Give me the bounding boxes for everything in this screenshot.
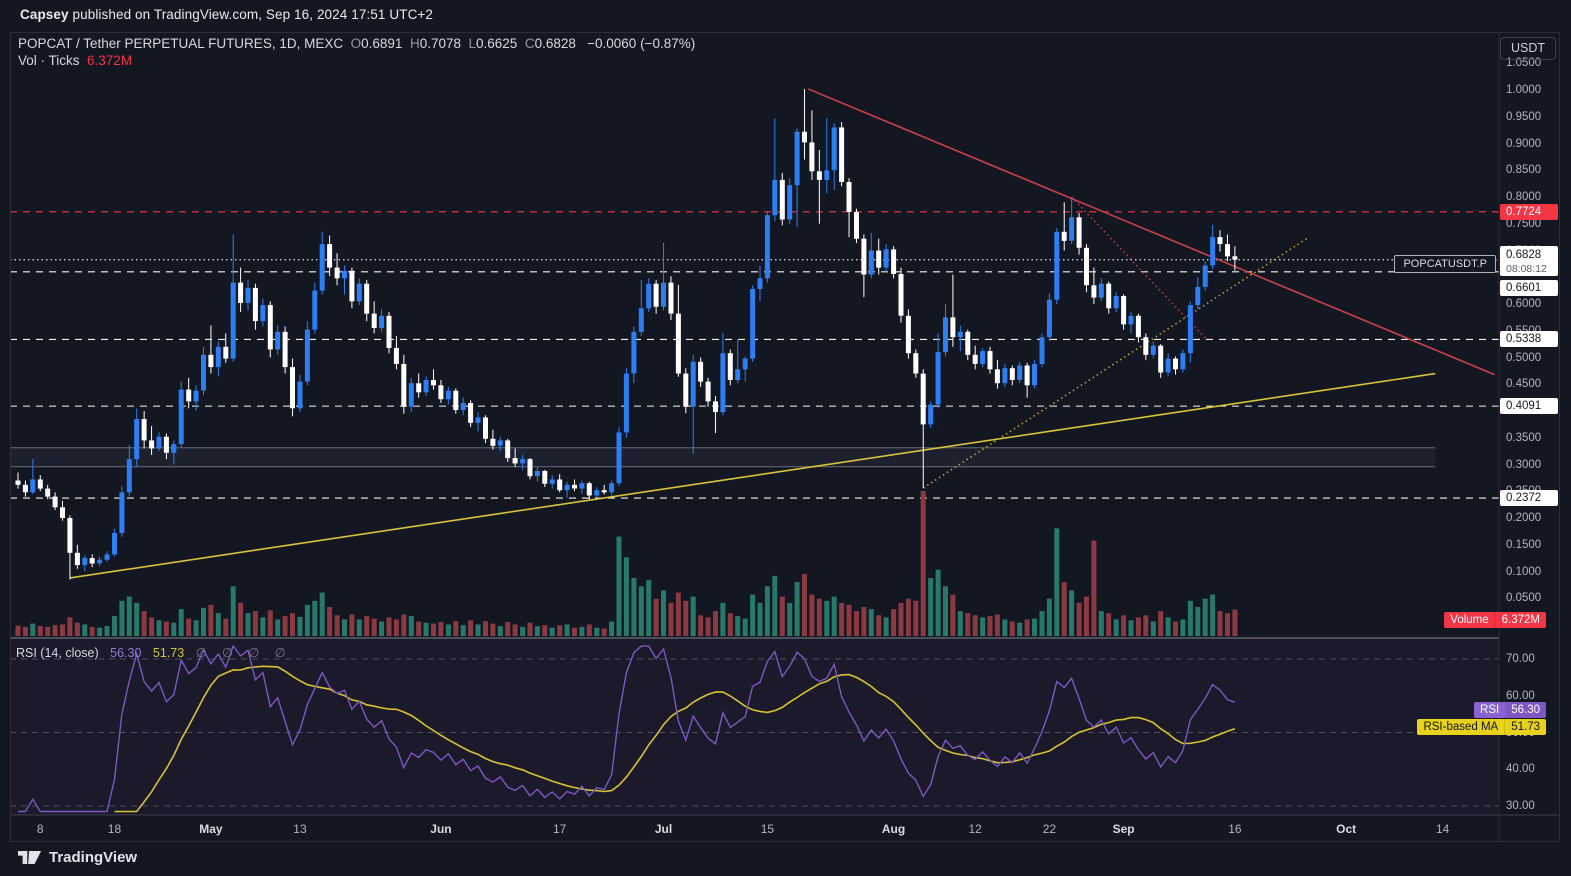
price-tick: 0.4500 (1506, 378, 1542, 391)
rsi-tick: 40.00 (1506, 763, 1535, 776)
rsi-tick: 30.00 (1506, 800, 1535, 812)
price-label-0.6601: 0.6601 (1500, 280, 1558, 296)
price-tick: 0.9000 (1506, 137, 1542, 150)
price-tick: 0.0500 (1506, 592, 1542, 605)
price-tick: 1.0000 (1506, 84, 1542, 96)
rsi-ma-line-label: RSI-based MA 51.73 (1417, 719, 1546, 735)
high-value: 0.7078 (419, 36, 461, 51)
price-tick: 0.6000 (1506, 298, 1542, 310)
price-tick: 1.0500 (1506, 57, 1542, 70)
low-label: L (468, 36, 477, 51)
price-tick: 0.5000 (1506, 351, 1542, 364)
time-tick-jun: Jun (430, 822, 452, 836)
time-tick-may: May (199, 822, 223, 836)
price-label-0.4091: 0.4091 (1500, 398, 1558, 414)
close-value: 0.6828 (534, 36, 576, 51)
rsi-tick: 70.00 (1506, 653, 1535, 665)
change-value: −0.0060 (−0.87%) (587, 36, 696, 51)
rsi-line-label: RSI 56.30 (1474, 702, 1546, 718)
price-tick: 0.9500 (1506, 110, 1542, 123)
rsi-ma-pill-value: 51.73 (1504, 719, 1546, 735)
price-label-0.7724: 0.7724 (1500, 204, 1558, 220)
rsi-ma-value: 51.73 (152, 646, 185, 660)
time-tick-22: 22 (1042, 822, 1057, 836)
time-tick-8: 8 (36, 822, 44, 836)
vol-value: 6.372M (87, 53, 133, 68)
price-tick: 0.7500 (1506, 217, 1542, 230)
open-label: O (350, 36, 362, 51)
tradingview-logo-icon (18, 848, 42, 867)
price-tick: 0.8000 (1506, 191, 1542, 203)
time-tick-oct: Oct (1336, 822, 1357, 836)
time-tick-14: 14 (1435, 822, 1450, 836)
attribution-text: published on TradingView.com, Sep 16, 20… (68, 7, 434, 22)
symbol-price-line-label: POPCATUSDT.P (1394, 255, 1496, 273)
close-label: C (524, 36, 535, 51)
time-tick-sep: Sep (1112, 822, 1135, 836)
current-price-label: 0.6828 08:08:12 (1500, 246, 1558, 276)
price-tick: 0.1500 (1506, 538, 1542, 551)
time-tick-12: 12 (968, 822, 982, 836)
open-value: 0.6891 (361, 36, 403, 51)
tradingview-brand-link[interactable]: TradingView (18, 848, 137, 867)
price-tick: 0.3500 (1506, 431, 1542, 444)
rsi-indicator-header: RSI (14, close) 56.30 51.73 ∅ ∅ ∅ ∅ (16, 645, 292, 660)
rsi-pill-name: RSI (1474, 702, 1506, 718)
symbol-header: POPCAT / Tether PERPETUAL FUTURES, 1D, M… (18, 36, 695, 51)
time-tick-15: 15 (760, 822, 775, 836)
price-tick: 0.8500 (1506, 164, 1542, 177)
high-label: H (409, 36, 420, 51)
volume-pill-value: 6.372M (1494, 612, 1546, 628)
low-value: 0.6625 (476, 36, 518, 51)
time-tick-17: 17 (552, 822, 567, 836)
rsi-null-values: ∅ ∅ ∅ ∅ (195, 646, 292, 660)
time-tick-16: 16 (1228, 822, 1242, 836)
rsi-ma-pill-name: RSI-based MA (1417, 719, 1505, 735)
attribution-bar: Capsey published on TradingView.com, Sep… (20, 7, 433, 22)
price-tick: 0.3000 (1506, 458, 1542, 471)
current-price-value: 0.6828 (1506, 249, 1542, 261)
price-label-0.2372: 0.2372 (1500, 490, 1558, 506)
volume-pill-name: Volume (1444, 612, 1495, 628)
author-name: Capsey (20, 7, 69, 22)
time-tick-jul: Jul (654, 822, 673, 836)
time-tick-18: 18 (107, 822, 122, 836)
vol-ticks-label: Vol · Ticks (18, 53, 80, 68)
rsi-tick: 60.00 (1506, 689, 1535, 702)
price-tick: 0.2000 (1506, 512, 1542, 524)
rsi-title[interactable]: RSI (14, close) (16, 646, 99, 660)
time-tick-aug: Aug (881, 822, 906, 836)
price-tick: 0.1000 (1506, 565, 1542, 578)
volume-header: Vol · Ticks 6.372M (18, 53, 132, 68)
rsi-value: 56.30 (110, 646, 142, 660)
bar-countdown: 08:08:12 (1506, 263, 1547, 275)
price-label-0.5338: 0.5338 (1500, 331, 1558, 347)
volume-value-label: Volume 6.372M (1444, 612, 1546, 628)
time-tick-13: 13 (293, 822, 307, 836)
symbol-title[interactable]: POPCAT / Tether PERPETUAL FUTURES, 1D, M… (18, 36, 344, 51)
currency-toggle-button[interactable]: USDT (1500, 37, 1556, 60)
tradingview-wordmark: TradingView (49, 849, 138, 866)
rsi-pill-value: 56.30 (1505, 702, 1546, 718)
